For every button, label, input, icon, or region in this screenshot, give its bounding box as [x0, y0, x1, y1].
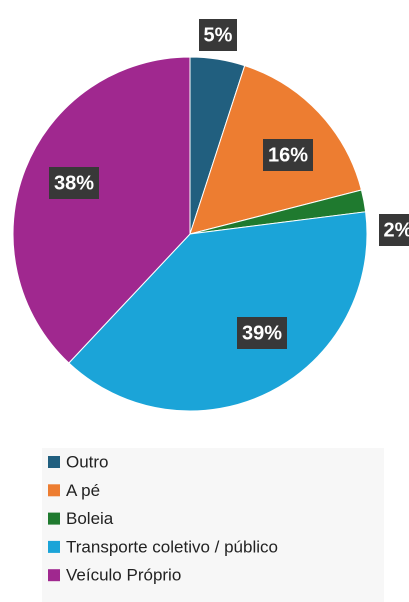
legend-swatch [48, 569, 60, 582]
data-label: 16% [268, 144, 308, 166]
data-label: 38% [54, 172, 94, 194]
pie-slice [68, 211, 368, 412]
data-label-box [199, 19, 237, 51]
pie-slice [12, 56, 191, 364]
legend-label: Veículo Próprio [66, 566, 181, 585]
data-label-box [49, 167, 99, 199]
legend-label: Outro [66, 452, 109, 471]
data-label-box [263, 139, 313, 171]
legend-box [42, 448, 384, 602]
legend-swatch [48, 484, 60, 497]
legend-label: A pé [66, 481, 100, 500]
legend-label: Transporte coletivo / público [66, 537, 278, 556]
data-label-box [237, 317, 287, 349]
data-label: 39% [242, 322, 282, 344]
legend-swatch [48, 540, 60, 553]
legend-label: Boleia [66, 509, 114, 528]
legend-swatch [48, 512, 60, 525]
data-label-box [379, 214, 409, 246]
data-label: 2% [384, 219, 409, 241]
data-label: 5% [204, 24, 233, 46]
legend-swatch [48, 456, 60, 468]
